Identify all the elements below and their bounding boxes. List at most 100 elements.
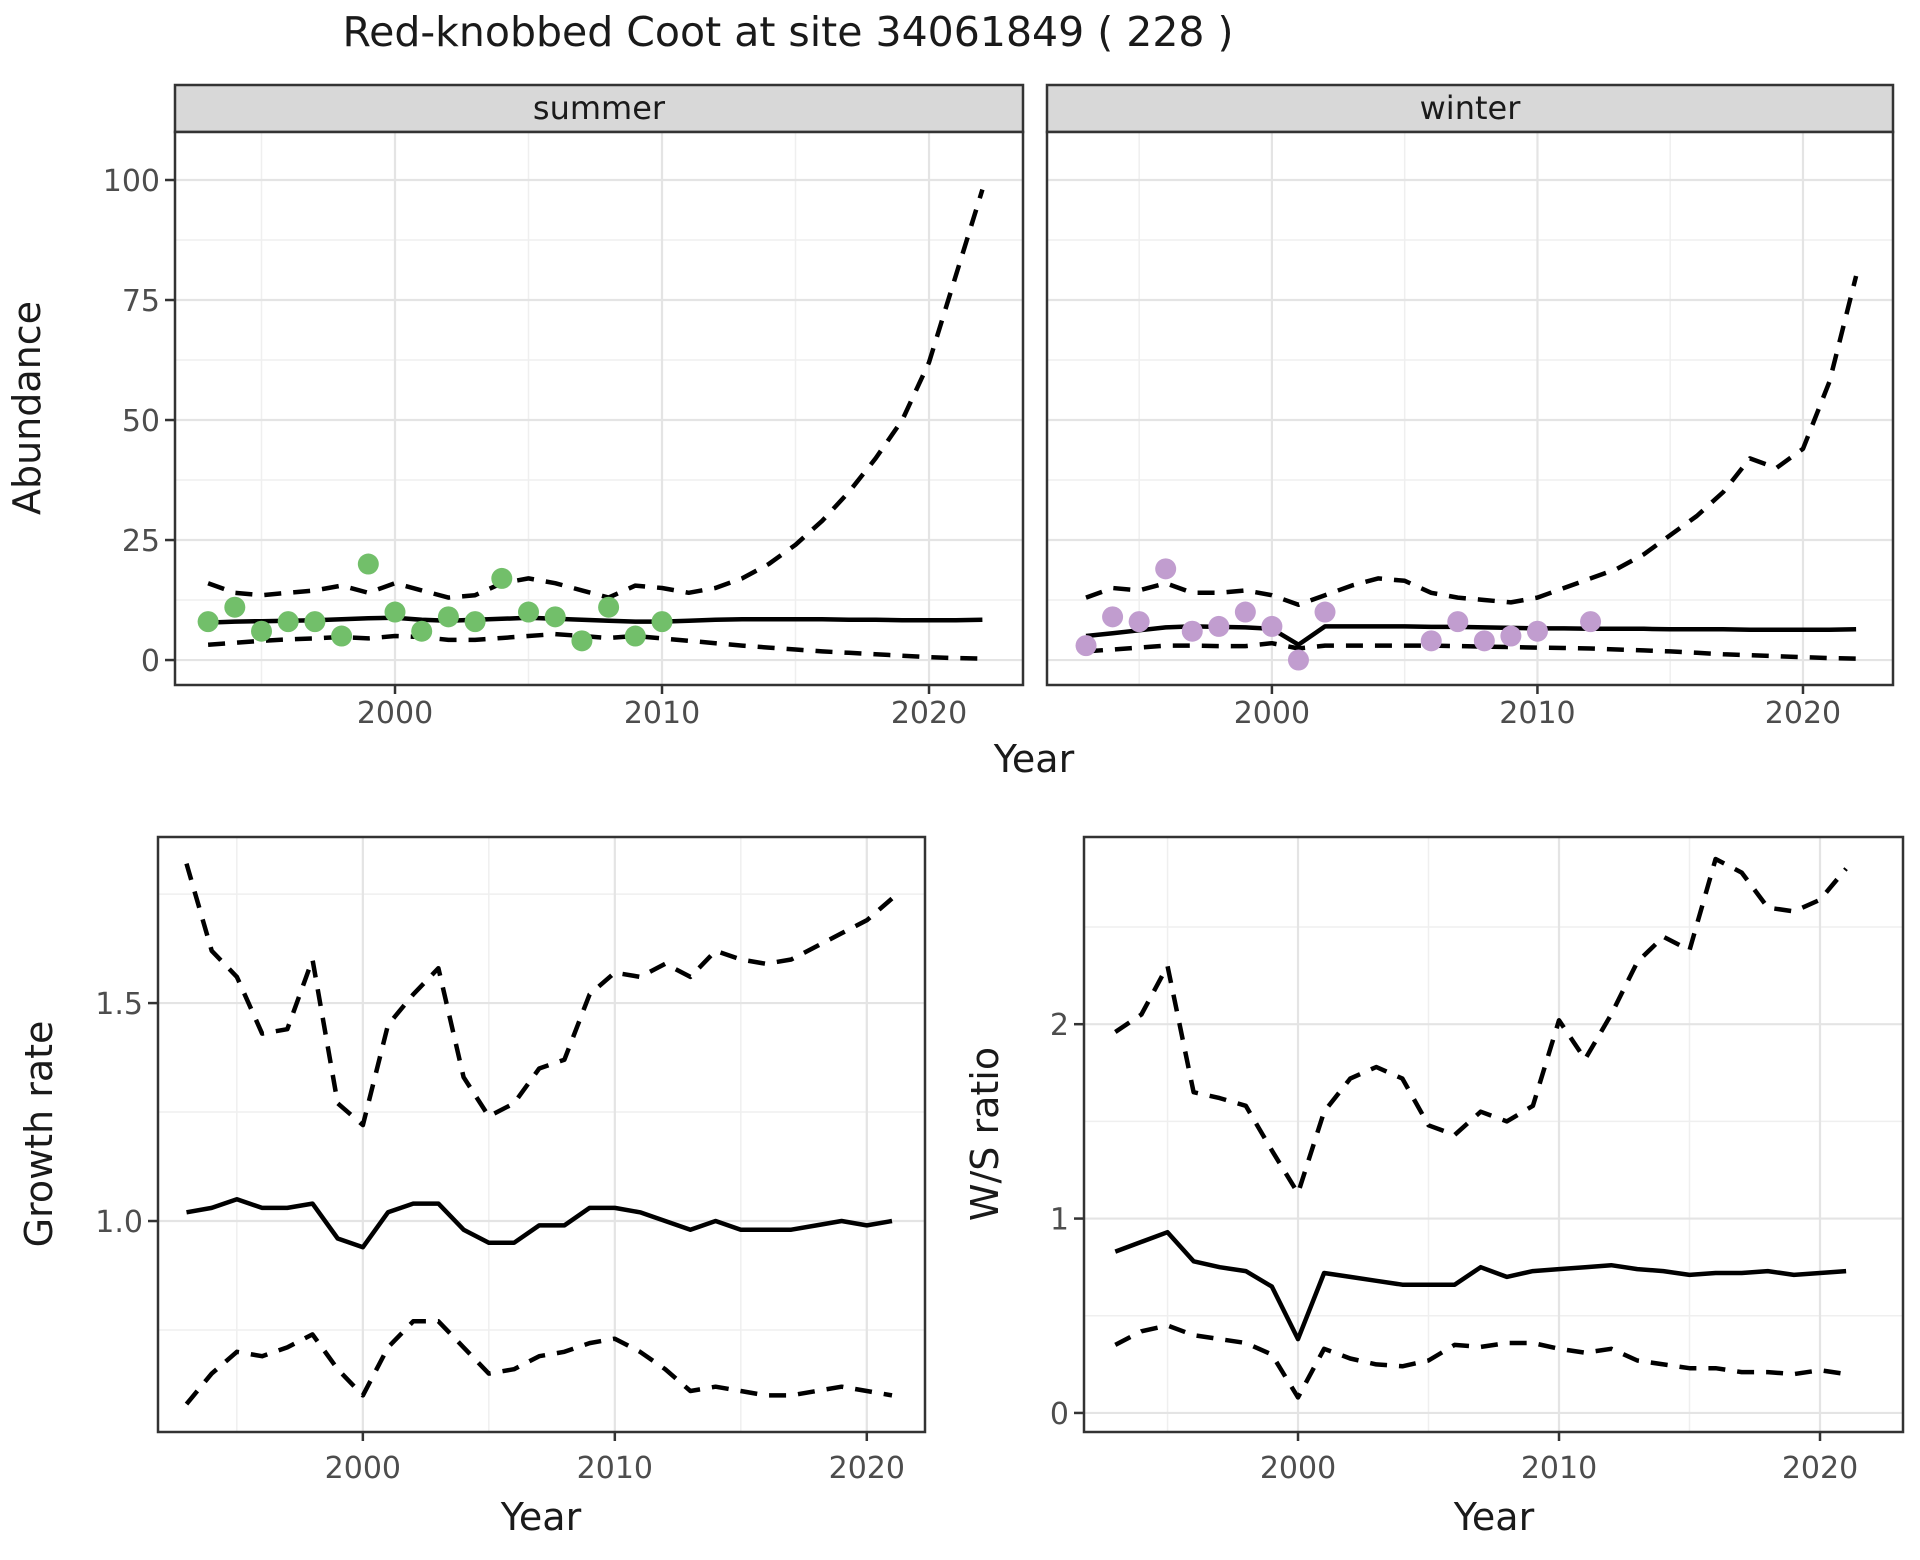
panel-summer-border [173, 130, 1025, 687]
panel-ratio-border [1082, 835, 1905, 1434]
x-tick-label: 2020 [891, 696, 967, 731]
facet-strip-summer: summer [173, 83, 1025, 134]
panel-summer-bg [175, 132, 1023, 685]
observed-point [1208, 615, 1230, 637]
series-upper_ci [184, 862, 894, 1128]
observed-point [1420, 630, 1442, 652]
observed-point [1473, 630, 1495, 652]
x-tick-label: 2010 [1499, 696, 1575, 731]
facet-strip-summer-bg [173, 83, 1025, 134]
x-axis-title-year-ratio: Year [1453, 1495, 1535, 1539]
observed-point [1580, 611, 1602, 633]
panel-growth-bg [158, 837, 925, 1432]
panel-growth-grid-major [158, 837, 925, 1432]
observed-point [464, 611, 486, 633]
observed-point [1526, 620, 1548, 642]
observed-point [518, 601, 540, 623]
y-axis-title-growth-rate: Growth rate [17, 1021, 61, 1248]
y-tick-label: 1 [1050, 1203, 1069, 1238]
observed-point [1500, 625, 1522, 647]
y-tick-label: 100 [103, 164, 160, 199]
series-upper_ci [207, 188, 985, 600]
series-upper_ci [1085, 275, 1859, 608]
x-axis-title-year-growth: Year [500, 1495, 582, 1539]
x-tick-label: 2000 [357, 696, 433, 731]
series-lower_ci [184, 1319, 893, 1406]
facet-strip-winter-bg [1045, 83, 1895, 134]
observed-point [651, 611, 673, 633]
observed-point [277, 611, 299, 633]
facet-strip-winter: winter [1045, 83, 1895, 134]
x-tick-label: 2010 [577, 1451, 653, 1486]
observed-point [544, 606, 566, 628]
observed-point [1447, 611, 1469, 633]
panel-summer: 2000 2010 2020 0 25 50 75 100 [103, 130, 1025, 731]
y-tick-label: 1.5 [95, 987, 143, 1022]
observed-point [571, 630, 593, 652]
panel-winter: 2000 2010 2020 [1045, 130, 1895, 731]
panel-summer-grid-minor [175, 132, 1023, 685]
panel-ratio: 2000 2010 2020 0 1 2 [1050, 835, 1905, 1486]
y-tick-label: 0 [141, 644, 160, 679]
observed-point [1314, 601, 1336, 623]
series-fit [186, 1196, 893, 1250]
y-tick-label: 2 [1050, 1008, 1069, 1043]
observed-point [1287, 649, 1309, 671]
panel-growth-border [156, 835, 927, 1434]
observed-point [197, 611, 219, 633]
y-tick-label: 50 [122, 404, 160, 439]
observed-point [491, 567, 513, 589]
observed-point [251, 620, 273, 642]
panel-winter-grid-major [1047, 132, 1893, 685]
observed-point [1181, 620, 1203, 642]
observed-point [1102, 606, 1124, 628]
x-tick-label: 2010 [1521, 1451, 1597, 1486]
panel-summer-grid-major [175, 132, 1023, 685]
observed-point [411, 620, 433, 642]
panel-summer-points [197, 553, 673, 652]
x-axis-title-year-top: Year [993, 737, 1075, 781]
series-fit [1114, 1229, 1847, 1342]
series-lower_ci [1114, 1323, 1847, 1400]
series-fit [208, 615, 983, 625]
x-tick-label: 2020 [829, 1451, 905, 1486]
panel-ratio-bg [1084, 837, 1903, 1432]
facet-strip-winter-label: winter [1420, 89, 1522, 127]
x-tick-label: 2010 [624, 696, 700, 731]
chart-title: Red-knobbed Coot at site 34061849 ( 228 … [342, 8, 1233, 56]
observed-point [1128, 611, 1150, 633]
x-tick-label: 2020 [1765, 696, 1841, 731]
y-tick-label: 1.0 [95, 1205, 143, 1240]
panel-ratio-grid-major [1084, 837, 1903, 1432]
panel-ratio-grid-minor [1084, 837, 1903, 1432]
observed-point [1234, 601, 1256, 623]
panel-winter-grid-minor [1047, 132, 1893, 685]
panel-winter-points [1075, 558, 1602, 671]
observed-point [384, 601, 406, 623]
observed-point [598, 596, 620, 618]
x-tick-label: 2000 [1260, 1451, 1336, 1486]
observed-point [304, 611, 326, 633]
observed-point [624, 625, 646, 647]
observed-point [224, 596, 246, 618]
y-tick-label: 0 [1050, 1397, 1069, 1432]
x-tick-label: 2000 [1234, 696, 1310, 731]
y-axis-title-abundance: Abundance [5, 301, 49, 515]
observed-point [1261, 615, 1283, 637]
y-tick-label: 25 [122, 524, 160, 559]
observed-point [331, 625, 353, 647]
facet-strip-summer-label: summer [533, 89, 666, 127]
y-axis-title-ws-ratio: W/S ratio [963, 1047, 1007, 1221]
x-tick-label: 2000 [325, 1451, 401, 1486]
x-tick-label: 2020 [1782, 1451, 1858, 1486]
observed-point [437, 606, 459, 628]
observed-point [1075, 635, 1097, 657]
observed-point [357, 553, 379, 575]
panel-winter-border [1045, 130, 1895, 687]
observed-point [1155, 558, 1177, 580]
panel-winter-bg [1047, 132, 1893, 685]
series-upper_ci [1114, 856, 1848, 1196]
panel-growth-grid-minor [158, 837, 925, 1432]
